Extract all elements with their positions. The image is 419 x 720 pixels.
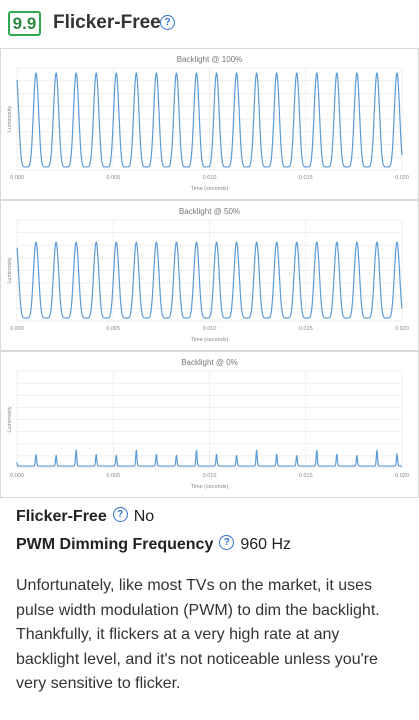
chart-title: Backlight @ 100% [177,55,243,64]
field-pwm-frequency: PWM Dimming Frequency? 960 Hz [16,535,292,554]
description-text: Unfortunately, like most TVs on the mark… [16,577,380,692]
chart-backlight-0: Backlight @ 0% 0.000 0.005 0.010 0.015 0.020 T… [0,351,419,498]
question-circle-icon[interactable]: ? [219,535,235,551]
question-circle-icon[interactable]: ? [160,15,175,30]
x-tick-label: 0.020 [395,175,409,181]
x-axis-label: Time (seconds) [191,337,229,343]
x-tick-label: 0.015 [299,326,313,332]
y-axis-label: Luminosity [7,406,13,433]
chart-title: Backlight @ 50% [179,207,240,216]
chart-backlight-100: Backlight @ 100% 0.000 0.005 0.010 0.015 0.02… [0,48,419,200]
series-line [16,72,403,168]
field-value: 960 Hz [240,536,292,553]
series-line [16,241,403,319]
section-title: Flicker-Free [53,12,161,33]
x-tick-label: 0.005 [106,473,120,479]
question-circle-icon[interactable]: ? [112,507,128,523]
chart-svg: Backlight @ 50% 0.000 0.005 0.010 0.015 0.020… [0,200,419,351]
field-flicker-free: Flicker-Free? No [16,507,155,526]
field-label: Flicker-Free [16,508,107,525]
x-tick-label: 0.000 [10,175,24,181]
x-tick-label: 0.010 [203,473,217,479]
x-tick-label: 0.000 [10,473,24,479]
x-axis-label: Time (seconds) [191,186,229,192]
x-tick-label: 0.010 [203,326,217,332]
field-value: No [133,508,155,525]
y-axis-label: Luminosity [7,106,13,133]
x-tick-label: 0.020 [395,326,409,332]
chart-title: Backlight @ 0% [181,358,238,367]
section-header: 9.9 Flicker-Free ? [0,0,419,48]
chart-svg: Backlight @ 0% 0.000 0.005 0.010 0.015 0.020 T… [0,351,419,498]
x-tick-label: 0.015 [299,175,313,181]
series-line [16,448,402,467]
chart-svg: Backlight @ 100% 0.000 0.005 0.010 0.015 0.02… [0,48,419,200]
x-tick-label: 0.020 [395,473,409,479]
x-axis-label: Time (seconds) [191,484,229,490]
score-badge: 9.9 [8,11,41,36]
x-tick-label: 0.010 [203,175,217,181]
chart-backlight-50: Backlight @ 50% 0.000 0.005 0.010 0.015 0.020… [0,200,419,351]
field-label: PWM Dimming Frequency [16,536,214,553]
x-tick-label: 0.005 [106,175,120,181]
x-tick-label: 0.005 [106,326,120,332]
x-tick-label: 0.015 [299,473,313,479]
y-axis-label: Luminosity [7,257,13,284]
x-tick-label: 0.000 [10,326,24,332]
